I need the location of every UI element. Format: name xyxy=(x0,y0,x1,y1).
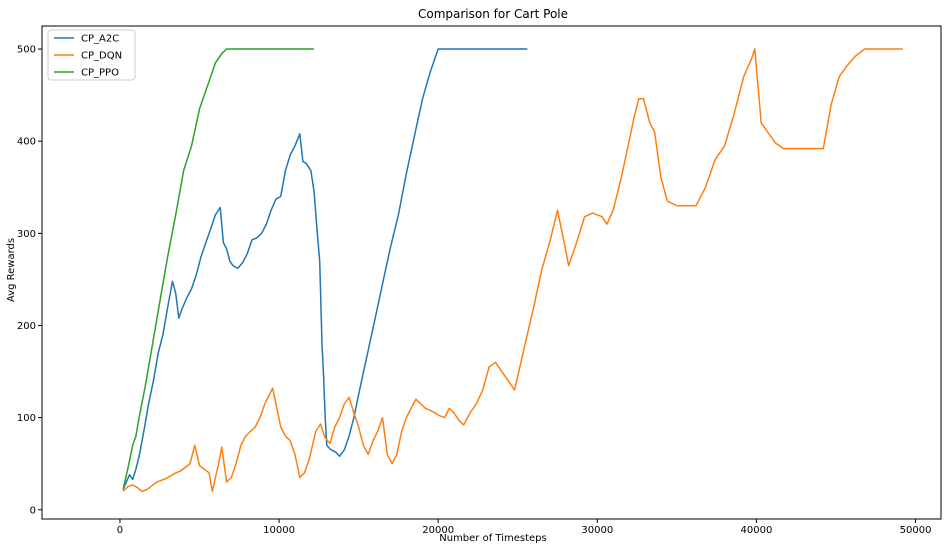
series-line-cp-a2c xyxy=(122,48,528,490)
x-axis-label: Number of Timesteps xyxy=(439,533,546,544)
x-tick-label: 40000 xyxy=(741,525,773,536)
x-tick-label: 20000 xyxy=(422,525,454,536)
legend: CP_A2C CP_DQN CP_PPO xyxy=(47,29,136,81)
chart-title: Comparison for Cart Pole xyxy=(418,7,568,21)
y-tick-label: 100 xyxy=(17,413,36,424)
x-tick-label: 50000 xyxy=(900,525,932,536)
x-tick-label: 30000 xyxy=(581,525,613,536)
y-axis-label: Avg Rewards xyxy=(6,238,17,302)
series-line-cp-dqn xyxy=(122,48,903,493)
y-tick-label: 300 xyxy=(17,229,36,240)
legend-label: CP_DQN xyxy=(81,51,122,62)
y-tick-label: 200 xyxy=(17,321,36,332)
plot-frame xyxy=(41,25,942,520)
legend-label: CP_PPO xyxy=(81,68,119,79)
series-line-cp-ppo xyxy=(122,48,315,490)
x-tick-label: 10000 xyxy=(263,525,295,536)
legend-label: CP_A2C xyxy=(81,34,119,45)
y-tick-label: 0 xyxy=(30,505,36,516)
x-tick-label: 0 xyxy=(117,525,123,536)
plot-lines xyxy=(122,48,903,493)
y-tick-label: 400 xyxy=(17,137,36,148)
y-tick-label: 500 xyxy=(17,45,36,56)
axis-ticks: 0 10000 20000 30000 40000 50000 0 100 200 300 400 5… xyxy=(17,45,932,536)
legend-box xyxy=(47,29,136,81)
